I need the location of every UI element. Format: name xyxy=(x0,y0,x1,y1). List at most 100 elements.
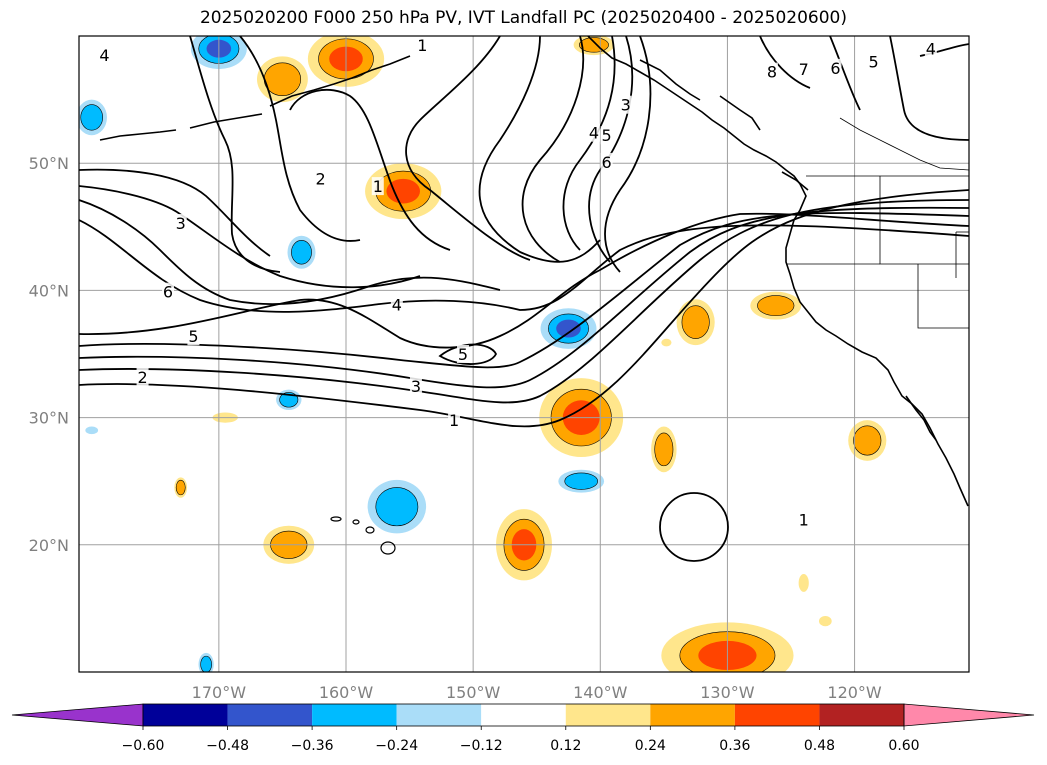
colorbar-segment xyxy=(143,704,228,726)
contour-label-bg xyxy=(600,126,613,145)
pc-anomaly-level xyxy=(80,104,103,131)
coastlines xyxy=(99,36,969,507)
colorbar-segment xyxy=(312,704,397,726)
colorbar-segment xyxy=(227,704,313,726)
pv-contour-label: 1 xyxy=(797,510,810,529)
lat-tick-label: 50°N xyxy=(29,154,69,173)
contour-label-text: 2 xyxy=(315,169,325,188)
pc-anomaly-level xyxy=(681,305,710,339)
pc-anomaly-blob xyxy=(85,426,99,435)
contour-label-bg xyxy=(187,327,200,346)
colorbar-segment xyxy=(650,704,735,726)
colorbar-segment xyxy=(396,704,482,726)
pc-anomaly-level xyxy=(291,240,312,265)
colorbar-frame xyxy=(142,703,905,727)
colorbar-extend-high xyxy=(903,703,1035,727)
pc-anomaly-blob xyxy=(174,477,188,498)
contour-label-bg xyxy=(765,62,778,81)
contour-label-bg xyxy=(829,58,842,77)
pc-anomaly-level xyxy=(175,479,186,496)
contour-label-text: 7 xyxy=(799,60,809,79)
lon-tick-label: 160°W xyxy=(319,683,374,702)
contour-label-text: 5 xyxy=(869,52,879,71)
contour-label-bg xyxy=(797,60,810,79)
contour-label-bg xyxy=(448,411,461,430)
colorbar-tick-label: 0.24 xyxy=(635,738,666,754)
contour-label-text: 3 xyxy=(411,377,421,396)
contour-label-text: 5 xyxy=(458,345,468,364)
lon-tick-label: 120°W xyxy=(827,683,882,702)
pc-anomaly-level xyxy=(85,426,99,435)
pc-anomaly-level xyxy=(386,178,420,204)
pc-anomaly-level xyxy=(556,319,581,338)
lon-tick-label: 150°W xyxy=(446,683,501,702)
contour-label-bg xyxy=(314,169,327,188)
axis-ticks: 170°W 160°W 150°W 140°W 130°W 120°W 20°N 30°N 40… xyxy=(29,154,882,702)
pc-anomaly-level xyxy=(564,472,598,490)
pv-contour-label: 5 xyxy=(456,345,469,364)
pc-anomaly-blob xyxy=(558,469,605,493)
lat-tick-label: 20°N xyxy=(29,536,69,555)
colorbar-segment xyxy=(565,704,651,726)
colorbar-tick-label: −0.48 xyxy=(206,738,249,754)
pv-contour-label: 6 xyxy=(829,58,842,78)
contour-label-bg xyxy=(409,376,422,395)
pv-contour-label: 3 xyxy=(174,213,187,233)
contour-label-bg xyxy=(162,282,174,301)
pc-anomaly-level xyxy=(757,295,795,317)
colorbar-tick-label: −0.12 xyxy=(460,738,503,754)
lon-tick-label: 170°W xyxy=(192,683,247,702)
pc-anomaly-blob xyxy=(276,389,302,410)
pc-anomaly-level xyxy=(818,616,832,627)
pc-anomaly-blob xyxy=(79,99,107,136)
pv-contour-label: 4 xyxy=(587,123,600,143)
colorbar-tick-label: −0.60 xyxy=(122,738,165,754)
contour-label-bg xyxy=(98,46,111,65)
contour-label-bg xyxy=(174,213,187,232)
contour-label-text: 3 xyxy=(621,96,631,115)
pc-anomaly-level xyxy=(853,425,882,456)
pc-anomaly-blob xyxy=(540,308,597,349)
contour-label-text: 6 xyxy=(163,283,173,302)
pv-contour-label: 2 xyxy=(136,367,149,387)
pv-contour-label: 4 xyxy=(924,39,937,59)
contour-label-text: 1 xyxy=(373,177,383,196)
contour-label-text: 1 xyxy=(417,36,427,55)
contour-label-text: 4 xyxy=(99,46,109,65)
pc-anomaly-level xyxy=(375,487,419,527)
contour-label-bg xyxy=(456,345,469,363)
contour-label-text: 4 xyxy=(589,124,599,143)
pc-anomaly-blob xyxy=(676,299,715,346)
colorbar-tick-label: −0.24 xyxy=(375,738,418,754)
contour-label-bg xyxy=(619,95,632,114)
pc-anomaly-level xyxy=(661,338,672,347)
pv-contour-label: 2 xyxy=(314,169,327,188)
pv-contour-label: 5 xyxy=(600,126,613,145)
contour-label-text: 3 xyxy=(176,214,186,233)
colorbar-segment xyxy=(734,704,820,726)
contour-label-bg xyxy=(600,152,613,171)
map-title: 2025020200 F000 250 hPa PV, IVT Landfall… xyxy=(199,8,847,28)
contour-label-text: 2 xyxy=(137,368,147,387)
pv-contour-label: 4 xyxy=(390,295,403,314)
colorbar-extend-low xyxy=(11,703,144,727)
contour-label-text: 4 xyxy=(926,40,936,59)
pc-anomaly-blob xyxy=(798,574,809,592)
pc-anomaly-blob xyxy=(818,616,832,627)
pv-contour-label: 1 xyxy=(448,411,461,430)
contour-label-text: 1 xyxy=(449,411,459,430)
colorbar: −0.60 −0.48 −0.36 −0.24 −0.12 0.12 0.24 0.36 0.4… xyxy=(11,703,1035,754)
contour-label-text: 5 xyxy=(602,126,612,145)
hawaii-islands xyxy=(330,516,396,555)
pc-anomaly-level xyxy=(263,62,302,97)
colorbar-tick-label: 0.60 xyxy=(888,738,919,754)
lon-tick-label: 140°W xyxy=(573,683,628,702)
lat-tick-label: 30°N xyxy=(29,409,69,428)
pv-contour-label: 3 xyxy=(409,376,422,396)
contour-label-bg xyxy=(136,367,149,386)
pc-anomaly-level xyxy=(200,655,212,672)
pc-anomaly-level xyxy=(578,37,609,53)
pc-anomaly-blob xyxy=(198,652,214,672)
